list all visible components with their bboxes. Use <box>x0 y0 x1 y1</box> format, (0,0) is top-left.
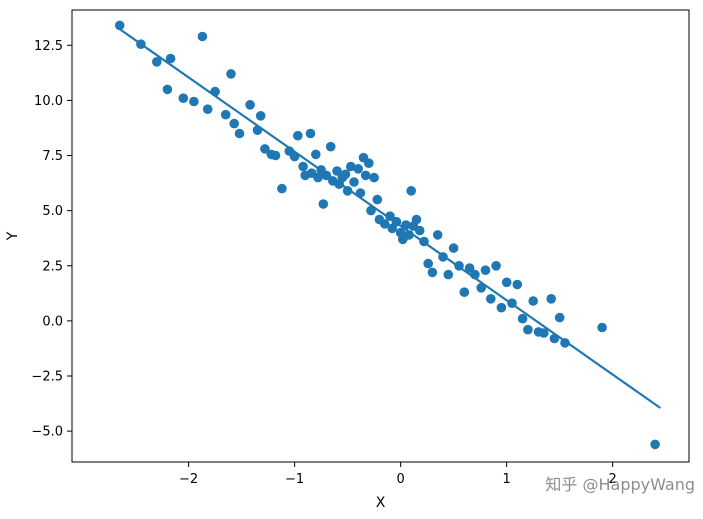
data-point <box>220 109 231 120</box>
y-tick-label: −2.5 <box>31 370 63 385</box>
y-tick-label: 0.0 <box>42 314 63 329</box>
data-point <box>597 322 607 333</box>
data-point <box>293 130 303 141</box>
y-tick-label: 2.5 <box>42 259 63 274</box>
data-point <box>650 439 660 450</box>
data-point <box>349 177 359 187</box>
data-point <box>539 328 549 338</box>
x-axis-label: X <box>376 495 386 511</box>
data-point <box>364 158 374 168</box>
data-point <box>385 211 395 221</box>
data-point <box>554 312 565 323</box>
data-point <box>325 141 336 152</box>
data-point <box>427 267 438 278</box>
x-tick-label: −1 <box>285 472 304 487</box>
data-point <box>443 269 454 280</box>
x-tick-label: 1 <box>503 472 511 487</box>
data-point <box>313 172 323 183</box>
watermark: 知乎 @HappyWang <box>545 475 695 494</box>
data-point <box>353 164 364 174</box>
data-point <box>332 166 342 176</box>
x-tick-label: 2 <box>609 472 617 487</box>
data-point <box>260 144 270 154</box>
data-point <box>270 150 281 161</box>
data-point <box>528 296 538 306</box>
y-axis-label: Y <box>5 231 21 241</box>
x-tick-label: 0 <box>397 472 405 487</box>
data-point <box>448 243 459 253</box>
regression-line <box>116 26 662 409</box>
plot-border <box>71 9 690 463</box>
data-point <box>496 302 507 313</box>
data-point <box>340 169 351 180</box>
data-point <box>234 128 245 139</box>
data-point <box>486 294 496 304</box>
data-point <box>245 100 255 110</box>
y-tick-label: 12.5 <box>34 39 63 54</box>
y-tick-label: 10.0 <box>34 94 63 109</box>
data-point <box>229 118 239 129</box>
data-point <box>152 57 162 67</box>
data-point <box>512 279 523 290</box>
data-point <box>311 149 321 160</box>
data-point <box>226 69 236 79</box>
data-point <box>372 194 383 205</box>
y-tick-label: 7.5 <box>42 149 63 164</box>
data-point <box>423 258 434 269</box>
data-point <box>379 219 390 229</box>
data-point <box>277 183 287 194</box>
data-point <box>480 265 491 276</box>
data-point <box>114 20 125 31</box>
data-point <box>546 294 556 304</box>
data-point <box>501 277 512 288</box>
x-tick-label: −2 <box>179 472 198 487</box>
data-point <box>411 214 422 225</box>
data-point <box>318 199 329 209</box>
data-point <box>165 53 176 64</box>
data-point <box>523 324 533 335</box>
data-point <box>189 96 199 107</box>
data-point <box>202 104 213 114</box>
data-point <box>432 230 443 240</box>
data-point <box>464 263 475 273</box>
data-point <box>414 225 425 236</box>
data-point <box>197 31 208 42</box>
data-point <box>162 84 173 95</box>
data-point <box>178 93 189 103</box>
data-point <box>517 313 528 324</box>
y-tick-label: −5.0 <box>31 425 63 440</box>
data-point <box>491 261 501 271</box>
data-point <box>360 170 371 181</box>
data-point <box>298 161 308 172</box>
data-point <box>255 111 266 121</box>
data-point <box>459 287 470 298</box>
data-point <box>406 186 417 196</box>
data-point <box>305 128 316 139</box>
data-point <box>346 161 356 172</box>
y-tick-label: 5.0 <box>42 204 63 219</box>
data-point <box>369 172 379 183</box>
